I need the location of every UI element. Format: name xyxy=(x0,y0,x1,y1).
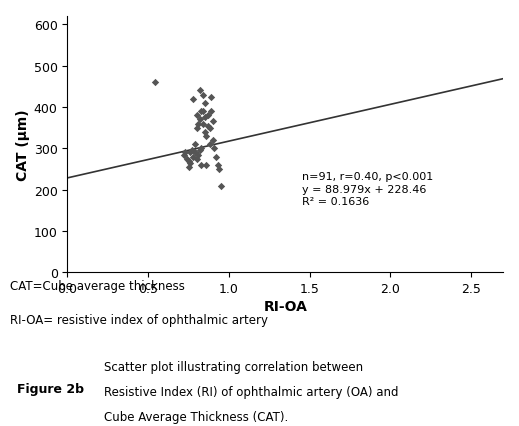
Point xyxy=(200,129,209,136)
Y-axis label: CAT (μm): CAT (μm) xyxy=(16,109,30,181)
Point xyxy=(197,109,206,115)
Point xyxy=(210,146,218,153)
Point xyxy=(199,92,207,99)
Text: CAT=Cube average thickness: CAT=Cube average thickness xyxy=(10,279,185,292)
Text: Figure 2b: Figure 2b xyxy=(17,382,84,395)
Point xyxy=(209,119,217,126)
Point xyxy=(193,112,201,119)
Point xyxy=(186,150,194,156)
Text: y = 88.979x + 228.46: y = 88.979x + 228.46 xyxy=(302,184,426,194)
Point xyxy=(196,88,204,95)
Point xyxy=(184,158,193,165)
Point xyxy=(184,164,193,171)
Point xyxy=(191,141,199,148)
Point xyxy=(189,154,198,161)
Point xyxy=(207,109,215,115)
Point xyxy=(188,148,196,155)
Text: Scatter plot illustrating correlation between: Scatter plot illustrating correlation be… xyxy=(104,360,363,373)
Point xyxy=(189,96,198,103)
Point xyxy=(199,121,207,128)
Point xyxy=(199,109,207,115)
Point xyxy=(183,156,191,163)
Point xyxy=(196,148,204,155)
Point xyxy=(194,121,202,128)
Point xyxy=(197,162,206,169)
Point xyxy=(191,150,199,156)
Point xyxy=(180,152,188,158)
Point xyxy=(200,100,209,107)
Point xyxy=(194,152,202,158)
Point xyxy=(200,115,209,121)
Text: R² = 0.1636: R² = 0.1636 xyxy=(302,197,369,207)
Point xyxy=(193,156,201,163)
Point xyxy=(196,117,204,124)
Point xyxy=(204,123,212,130)
Text: n=91, r=0.40, p<0.001: n=91, r=0.40, p<0.001 xyxy=(302,172,433,182)
Point xyxy=(202,162,211,169)
Point xyxy=(151,80,159,86)
Point xyxy=(181,150,189,156)
Point xyxy=(207,94,215,101)
Point xyxy=(217,183,225,190)
Point xyxy=(206,141,214,148)
X-axis label: RI-OA: RI-OA xyxy=(264,299,307,314)
Point xyxy=(204,112,212,119)
Point xyxy=(193,125,201,132)
Text: Resistive Index (RI) of ophthalmic artery (OA) and: Resistive Index (RI) of ophthalmic arter… xyxy=(104,386,398,398)
Point xyxy=(197,146,206,153)
Point xyxy=(212,154,220,161)
Text: RI-OA= resistive index of ophthalmic artery: RI-OA= resistive index of ophthalmic art… xyxy=(10,313,268,326)
Point xyxy=(209,137,217,144)
Point xyxy=(213,162,222,169)
Text: Cube Average Thickness (CAT).: Cube Average Thickness (CAT). xyxy=(104,410,288,423)
Point xyxy=(202,133,211,140)
Point xyxy=(186,160,194,167)
Point xyxy=(215,166,223,173)
Point xyxy=(206,125,214,132)
